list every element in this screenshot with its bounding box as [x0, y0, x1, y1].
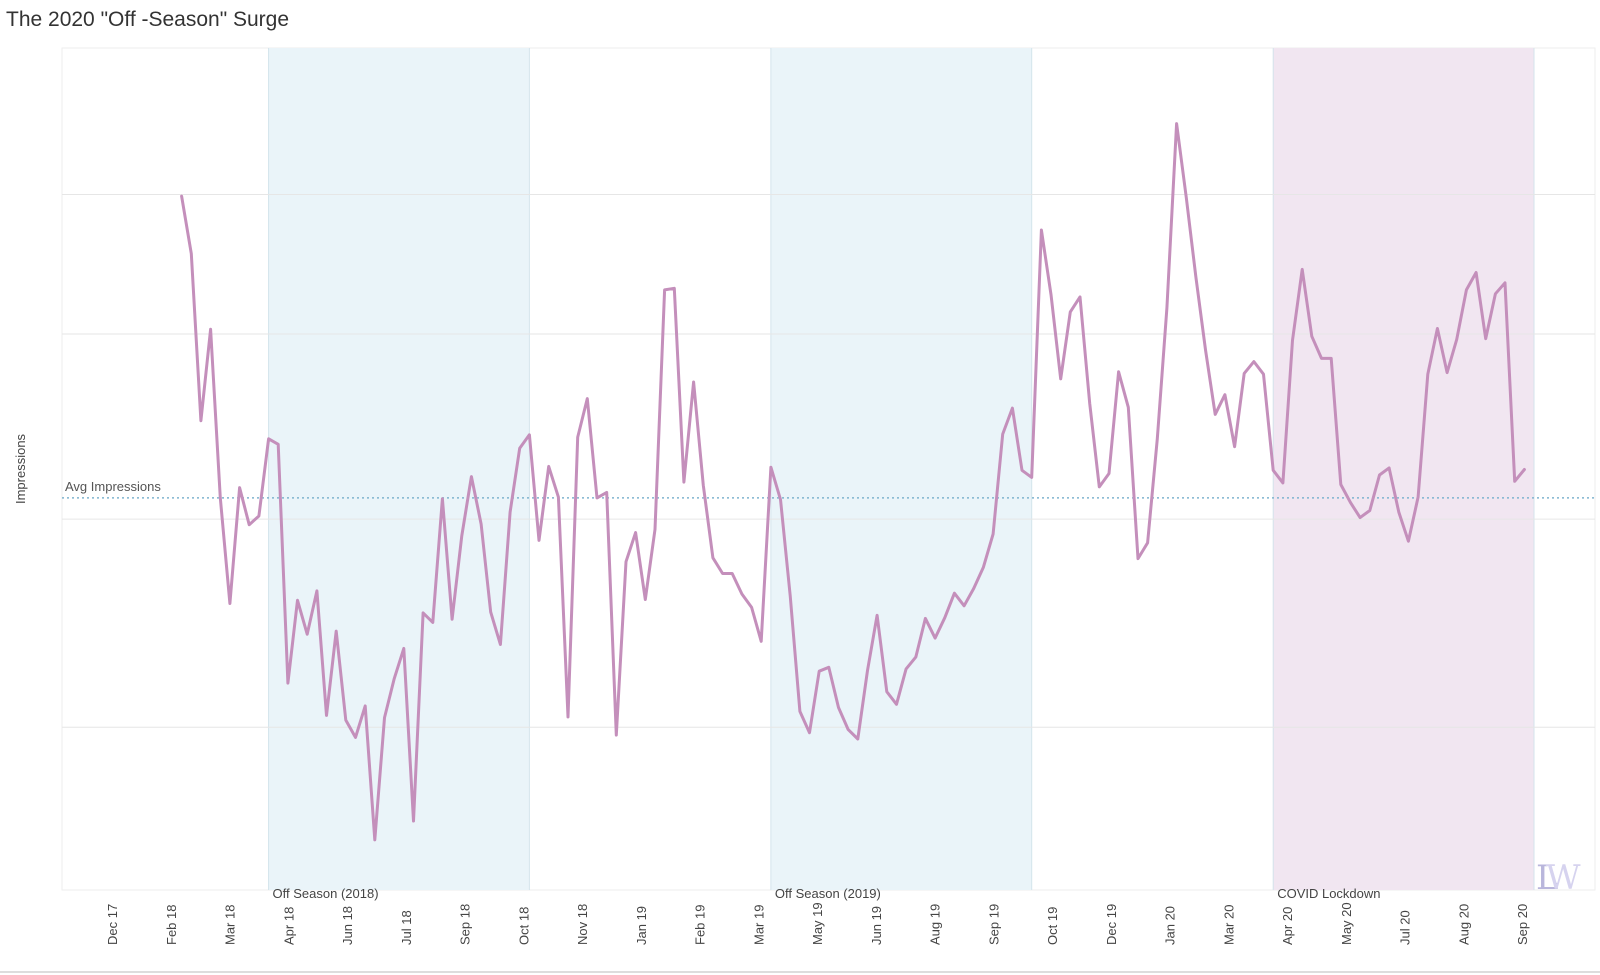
x-tick-label: May 20 — [1339, 902, 1354, 945]
x-tick-label: Dec 19 — [1104, 904, 1119, 945]
x-tick-label: Jan 19 — [634, 906, 649, 945]
x-tick-label: Jun 19 — [869, 906, 884, 945]
band-1 — [770, 48, 1032, 890]
x-tick-label: Mar 19 — [751, 905, 766, 945]
band-label-0: Off Season (2018) — [273, 886, 379, 901]
x-tick-label: Apr 20 — [1280, 907, 1295, 945]
band-0 — [268, 48, 530, 890]
x-tick-label: Nov 18 — [575, 904, 590, 945]
x-tick-label: Mar 18 — [223, 905, 238, 945]
band-label-2: COVID Lockdown — [1277, 886, 1380, 901]
x-tick-label: Feb 19 — [693, 905, 708, 945]
chart-title: The 2020 "Off -Season" Surge — [6, 8, 290, 31]
x-tick-label: Jan 20 — [1163, 906, 1178, 945]
avg-impressions-label: Avg Impressions — [65, 479, 161, 494]
logo-letter-l: L — [1536, 858, 1555, 898]
x-tick-label: Oct 19 — [1045, 907, 1060, 945]
x-tick-label: May 19 — [810, 902, 825, 945]
x-tick-label: Jul 20 — [1398, 910, 1413, 945]
lw-logo: LW — [1536, 858, 1581, 898]
band-label-1: Off Season (2019) — [775, 886, 881, 901]
x-tick-label: Feb 18 — [164, 905, 179, 945]
x-tick-label: Aug 19 — [928, 904, 943, 945]
x-tick-label: Mar 20 — [1221, 905, 1236, 945]
x-tick-label: Dec 17 — [105, 904, 120, 945]
x-tick-label: Sep 19 — [986, 904, 1001, 945]
series-line-0 — [180, 122, 1526, 842]
x-tick-label: Oct 18 — [516, 907, 531, 945]
band-2 — [1273, 48, 1535, 890]
x-tick-label: Aug 20 — [1456, 904, 1471, 945]
x-tick-label: Jun 18 — [340, 906, 355, 945]
logo-letter-w: W — [1545, 858, 1581, 898]
x-tick-label: Jul 18 — [399, 910, 414, 945]
x-tick-label: Sep 20 — [1515, 904, 1530, 945]
x-tick-label: Apr 18 — [281, 907, 296, 945]
y-axis-label: Impressions — [13, 433, 28, 504]
x-tick-label: Sep 18 — [458, 904, 473, 945]
